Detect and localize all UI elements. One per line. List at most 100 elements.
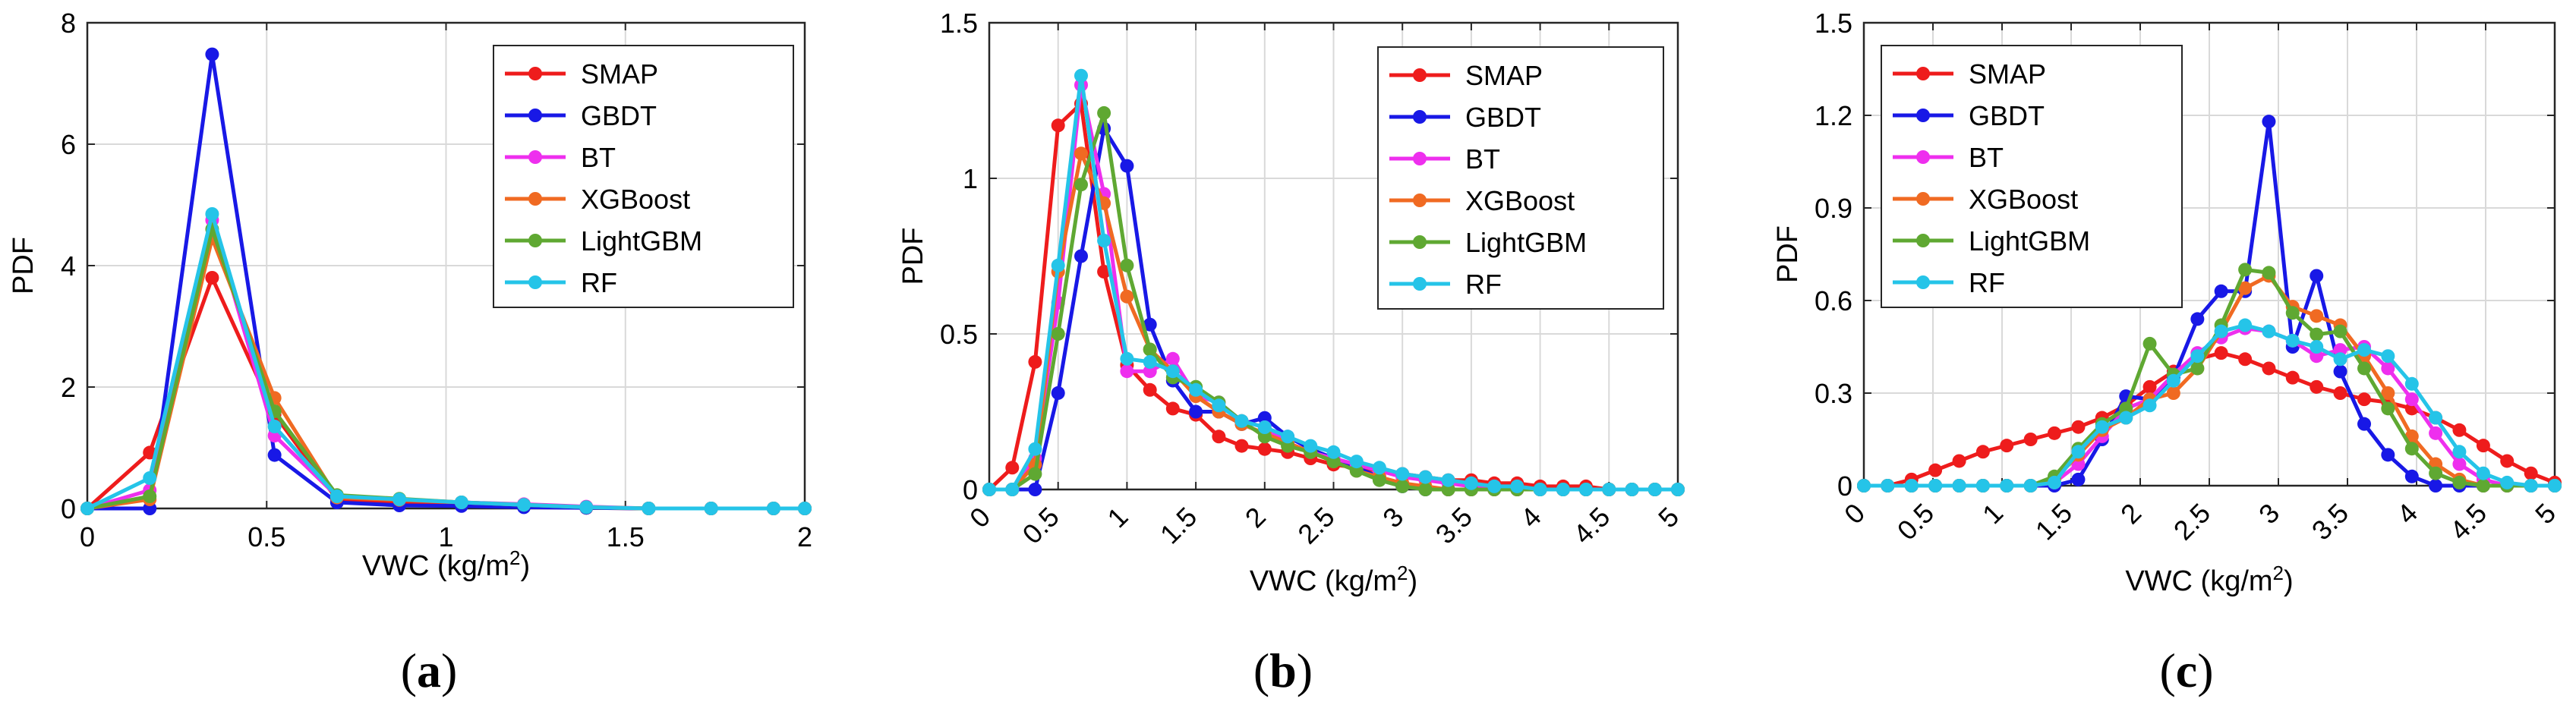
data-point-bt: [2404, 392, 2419, 407]
data-point-bt: [1120, 364, 1134, 379]
data-point-rf: [2023, 479, 2038, 493]
data-point-rf: [982, 483, 996, 496]
legend-marker-lightgbm: [1413, 235, 1427, 249]
data-point-lightgbm: [143, 489, 157, 503]
legend-box: [493, 45, 794, 308]
x-axis-label-end: ): [521, 550, 531, 582]
data-point-smap: [2357, 392, 2372, 407]
x-tick-label: 1: [1976, 497, 2009, 530]
x-tick-label: 5: [1652, 501, 1685, 533]
legend-entry-lightgbm: LightGBM: [1969, 225, 2090, 257]
data-point-rf: [1326, 445, 1341, 459]
data-point-rf: [1120, 351, 1134, 366]
data-point-gbdt: [267, 448, 282, 462]
legend-entry-smap: SMAP: [1969, 58, 2046, 90]
data-point-rf: [2404, 376, 2419, 391]
y-tick-label: 0: [1837, 471, 1852, 502]
data-point-rf: [205, 207, 219, 221]
data-point-lightgbm: [2357, 361, 2372, 376]
y-axis-label: PDF: [8, 237, 39, 294]
data-point-xgboost: [1074, 146, 1088, 161]
data-point-lightgbm: [1120, 258, 1134, 272]
legend-marker-lightgbm: [1916, 234, 1930, 247]
data-point-gbdt: [2214, 284, 2228, 298]
y-tick-label: 0.3: [1815, 378, 1852, 409]
data-point-gbdt: [2071, 472, 2086, 486]
data-point-bt: [2452, 457, 2467, 471]
data-point-gbdt: [2190, 312, 2205, 326]
x-axis-label: VWC (kg/m2): [1250, 562, 1417, 597]
data-point-lightgbm: [2142, 336, 2157, 351]
data-point-rf: [267, 420, 282, 433]
data-point-rf: [642, 502, 656, 515]
data-point-smap: [1975, 445, 1990, 459]
legend-entry-xgboost: XGBoost: [581, 184, 690, 215]
data-point-rf: [1143, 354, 1157, 369]
data-point-rf: [2524, 479, 2538, 493]
y-tick-label: 1.5: [1815, 8, 1852, 39]
data-point-smap: [205, 271, 219, 285]
data-point-rf: [1464, 476, 1478, 490]
data-point-smap: [2047, 426, 2061, 440]
data-point-rf: [1533, 483, 1547, 496]
data-point-smap: [2452, 423, 2467, 437]
panel-label-letter: b: [1269, 644, 1297, 697]
data-point-lightgbm: [1281, 439, 1295, 453]
x-tick-label: 1.5: [2029, 497, 2078, 546]
x-tick-label: 0.5: [248, 521, 285, 552]
data-point-rf: [1212, 398, 1226, 413]
data-point-rf: [2142, 398, 2157, 413]
x-tick-label: 0: [963, 501, 996, 533]
chart-panel-b: 0 0.5 1 1.5 2 2.5 3 3.5 4 4.5 5 0 0.5 1 1.5 VWC (kg/m2)…: [897, 8, 1685, 697]
panel-label: (b): [1253, 644, 1313, 697]
y-tick-label: 8: [61, 8, 76, 39]
data-point-rf: [1441, 473, 1455, 487]
x-axis-label-superscript: 2: [2273, 562, 2284, 584]
y-tick-label: 2: [61, 372, 76, 403]
x-axis-label-superscript: 2: [1397, 562, 1408, 584]
data-point-smap: [2262, 361, 2276, 376]
y-axis-label: PDF: [1772, 225, 1804, 283]
x-tick-label: 4: [1515, 501, 1547, 533]
y-tick-label: 0: [963, 474, 978, 505]
x-tick-label: 1.5: [607, 521, 645, 552]
chart-panel-c: 0 0.5 1 1.5 2 2.5 3 3.5 4 4.5 5 0 0.3 0.6 0.9 1.2 1.5 VWC…: [1772, 8, 2562, 697]
x-tick-label: 0.5: [1891, 497, 1940, 546]
legend-entry-smap: SMAP: [1465, 60, 1543, 91]
x-tick-label: 2: [797, 521, 812, 552]
data-point-bt: [1165, 351, 1180, 366]
data-point-gbdt: [2381, 448, 2395, 462]
data-point-smap: [1234, 439, 1249, 453]
data-point-lightgbm: [2476, 479, 2490, 493]
data-point-smap: [2000, 439, 2014, 453]
x-tick-label: 2: [1239, 501, 1272, 533]
data-point-smap: [1952, 454, 1966, 468]
x-tick-label: 3: [2253, 497, 2285, 530]
x-tick-label: 1: [1101, 501, 1134, 533]
data-point-bt: [2429, 426, 2443, 440]
data-point-rf: [2333, 352, 2347, 367]
data-point-rf: [2238, 318, 2253, 332]
x-tick-label: 4.5: [1567, 501, 1616, 549]
data-point-rf: [2310, 340, 2324, 354]
data-point-rf: [329, 489, 344, 503]
x-tick-label: 0.5: [1016, 501, 1064, 549]
legend-entry-rf: RF: [1465, 269, 1502, 300]
legend-entry-xgboost: XGBoost: [1465, 185, 1575, 216]
data-point-lightgbm: [1372, 473, 1386, 487]
legend-entry-rf: RF: [581, 267, 617, 298]
x-tick-label: 3: [1376, 501, 1409, 533]
legend-entry-xgboost: XGBoost: [1969, 184, 2078, 215]
legend-marker-xgboost: [528, 192, 542, 206]
data-point-gbdt: [205, 47, 219, 61]
data-point-rf: [1304, 439, 1318, 453]
data-point-rf: [1281, 430, 1295, 444]
legend-marker-xgboost: [1413, 194, 1427, 207]
data-point-lightgbm: [1418, 483, 1433, 496]
data-point-lightgbm: [1074, 178, 1088, 192]
x-tick-label: 3.5: [2306, 497, 2354, 546]
data-point-xgboost: [2166, 386, 2180, 400]
data-point-gbdt: [1051, 386, 1065, 400]
panel-label: (c): [2159, 644, 2213, 697]
